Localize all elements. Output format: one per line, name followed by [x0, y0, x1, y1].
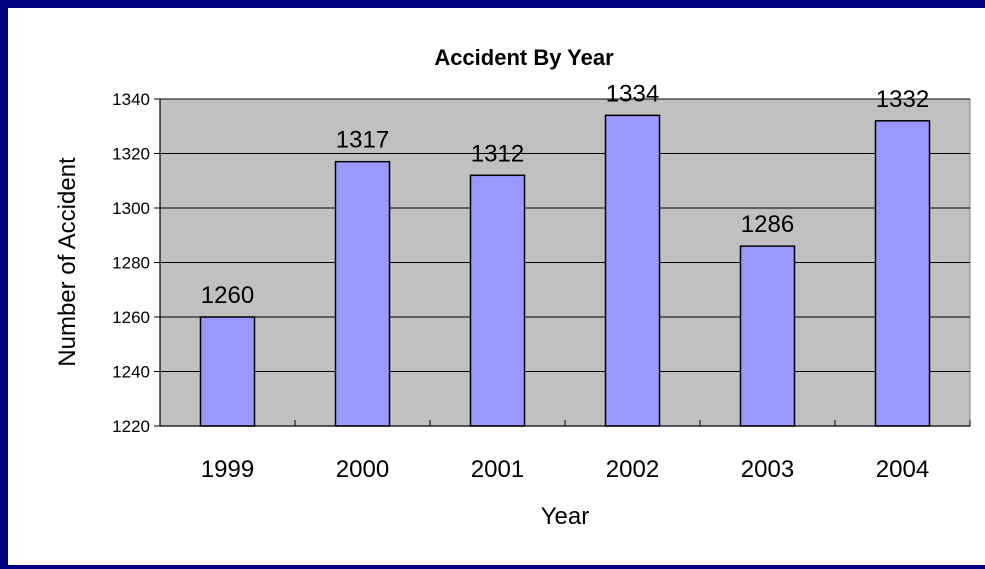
y-tick-label: 1220 [112, 417, 150, 436]
chart-title: Accident By Year [434, 45, 614, 70]
data-label-2000: 1317 [336, 127, 389, 154]
axes [159, 99, 971, 427]
bar-2001 [469, 174, 526, 427]
x-tick-label-2002: 2002 [606, 456, 659, 483]
data-label-2002: 1334 [606, 80, 659, 107]
bar-2000 [334, 160, 391, 427]
x-tick-label-2003: 2003 [741, 456, 794, 483]
y-tick-label: 1280 [112, 254, 150, 273]
y-tick-label: 1260 [112, 308, 150, 327]
y-axis-label: Number of Accident [54, 157, 81, 367]
frame-border-top [0, 0, 985, 8]
x-tick-label-2000: 2000 [336, 456, 389, 483]
y-tick-label: 1340 [112, 90, 150, 109]
x-tick-label-2001: 2001 [471, 456, 524, 483]
data-label-2004: 1332 [876, 86, 929, 113]
x-axis-label: Year [541, 503, 590, 530]
y-tick-label: 1240 [112, 363, 150, 382]
gridlines [154, 98, 970, 427]
data-label-1999: 1260 [201, 282, 254, 309]
data-labels: 1260 1317 1312 1334 1286 1332 [201, 80, 929, 309]
y-tick-labels: 1220 1240 1260 1280 1300 1320 1340 [112, 90, 150, 436]
y-tick-label: 1320 [112, 145, 150, 164]
bar-1999 [199, 316, 256, 427]
frame-border-left [0, 0, 8, 569]
y-tick-label: 1300 [112, 199, 150, 218]
bar-2003 [739, 245, 796, 427]
frame-border-bottom [0, 565, 985, 569]
bar-2002 [604, 114, 661, 427]
x-tick-labels: 1999 2000 2001 2002 2003 2004 [201, 456, 929, 483]
bars [199, 114, 931, 427]
data-label-2003: 1286 [741, 211, 794, 238]
data-label-2001: 1312 [471, 140, 524, 167]
x-tick-label-1999: 1999 [201, 456, 254, 483]
bar-2004 [874, 120, 931, 427]
x-tick-label-2004: 2004 [876, 456, 929, 483]
